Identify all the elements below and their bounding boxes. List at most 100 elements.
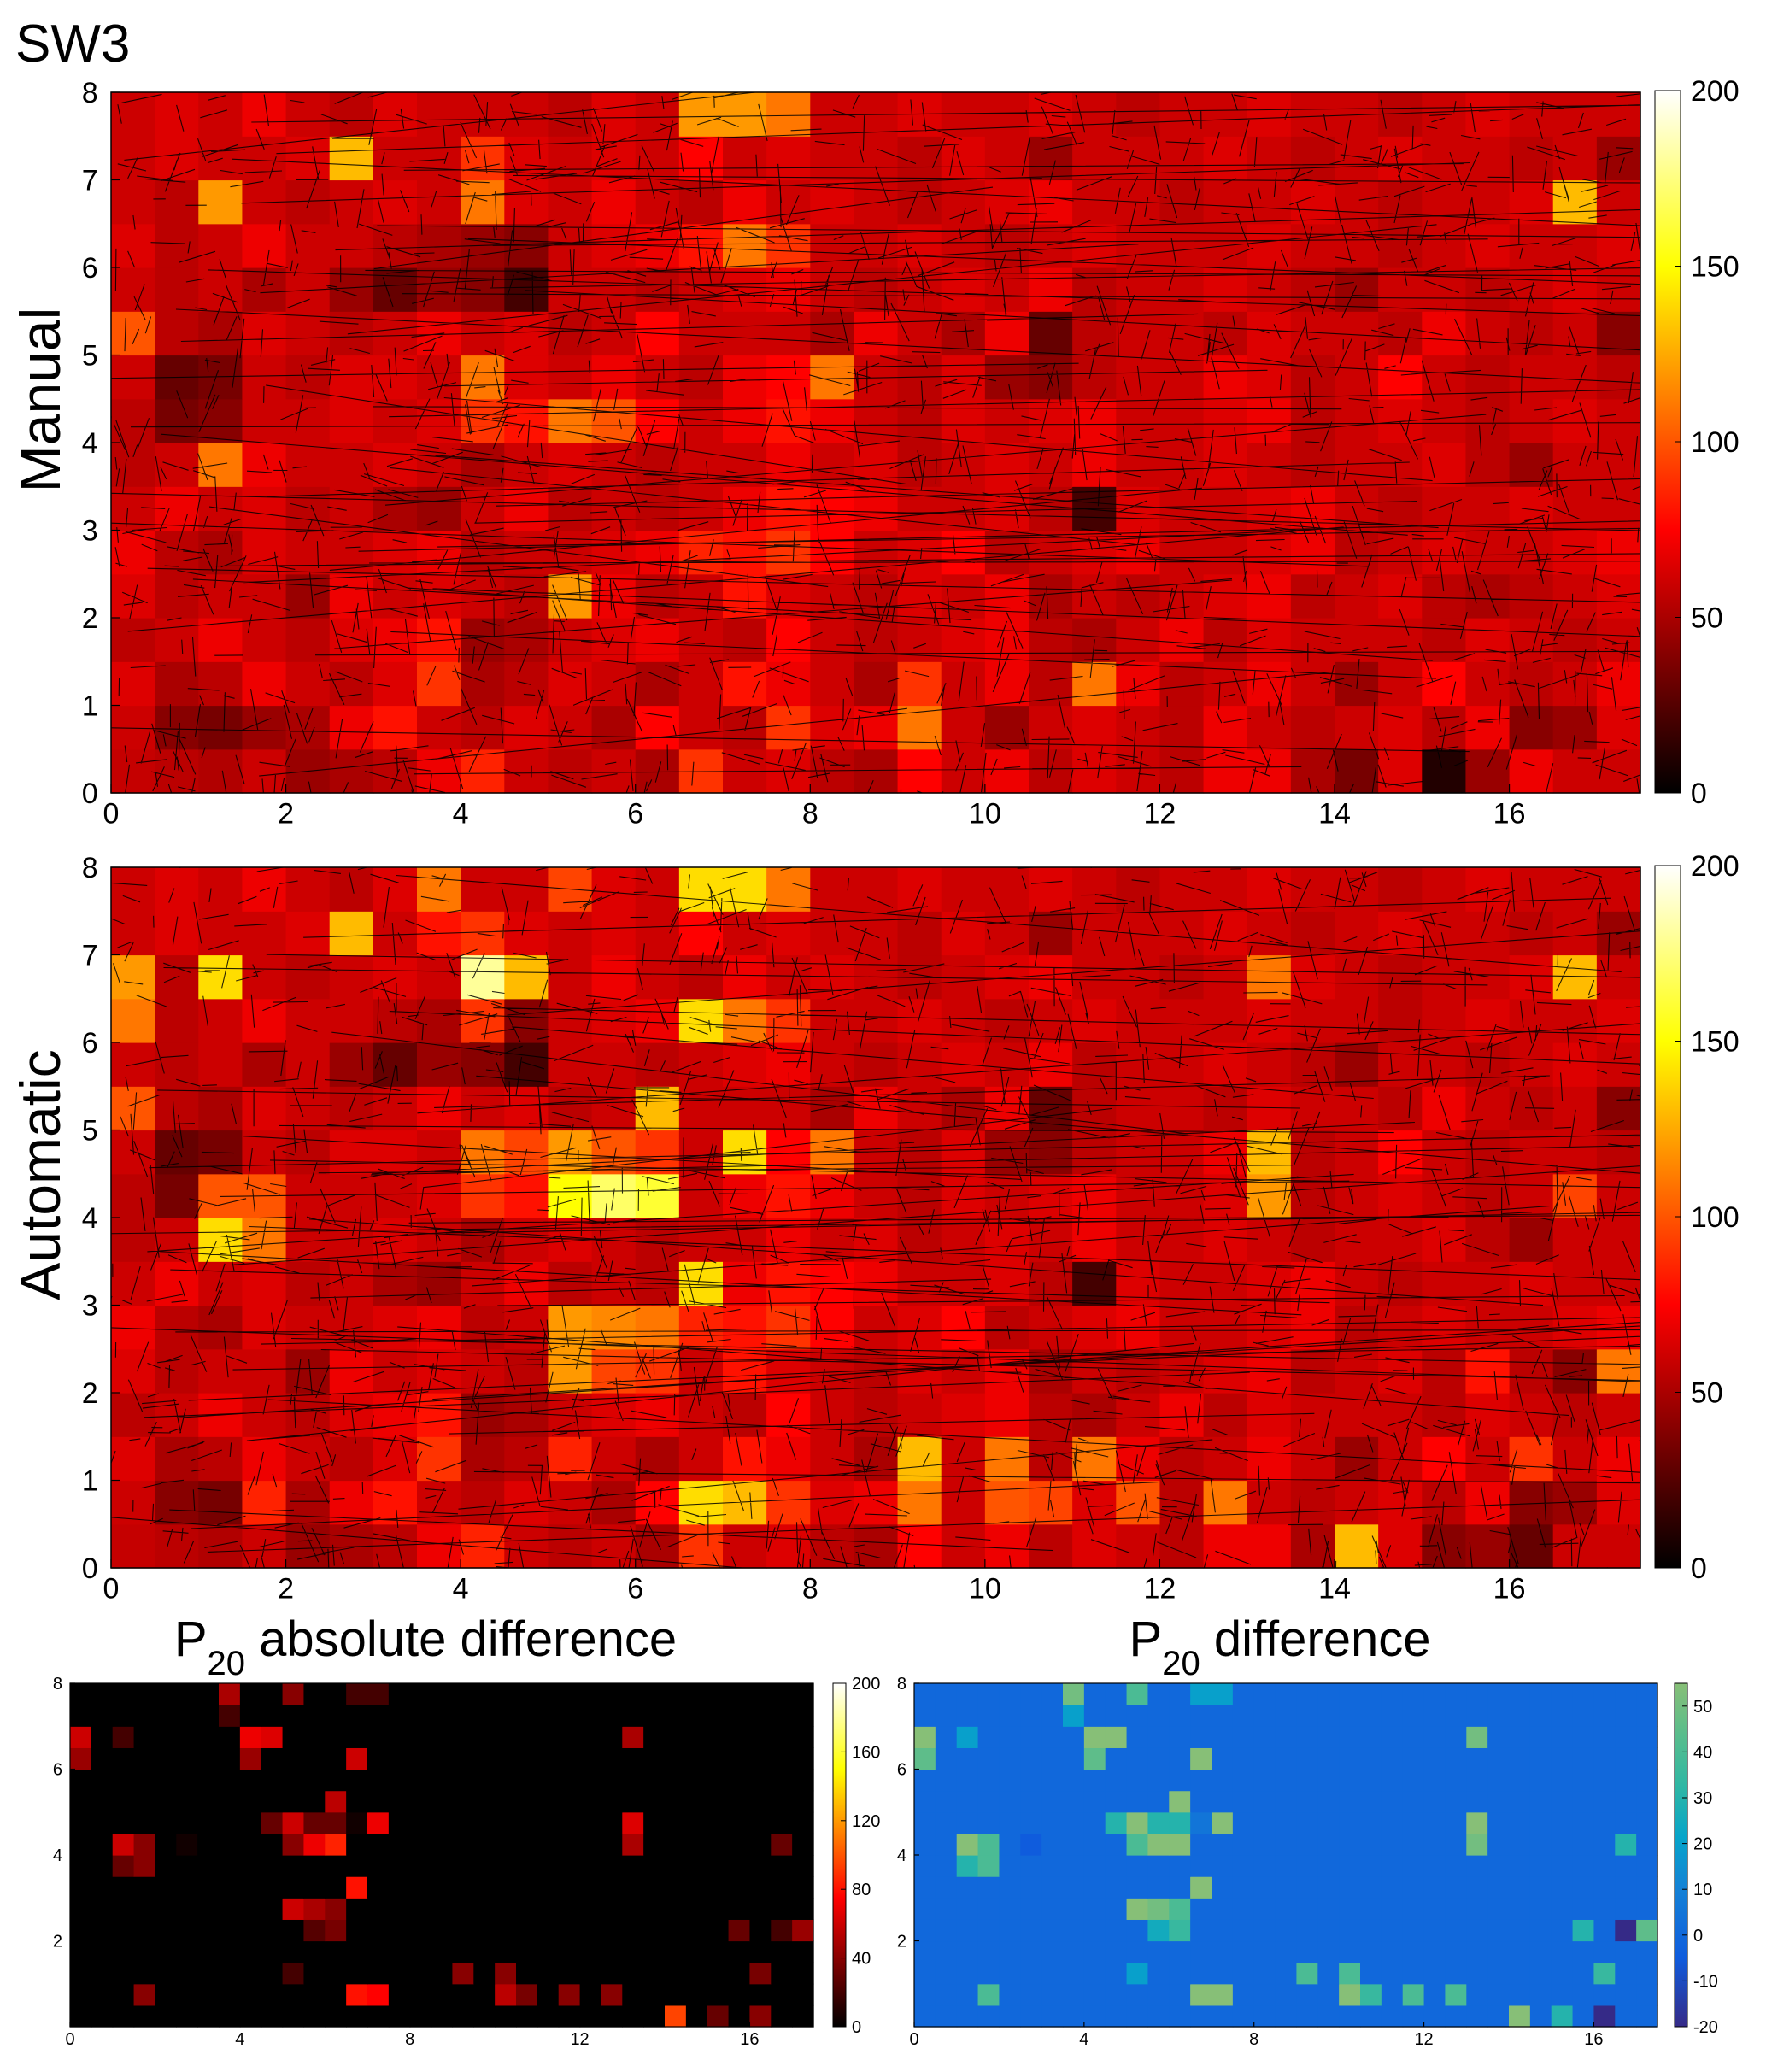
heatmap-cell — [461, 911, 505, 956]
heatmap-cell — [1041, 1876, 1064, 1899]
heatmap-cell — [325, 1705, 347, 1727]
heatmap-cell — [1636, 2004, 1658, 2028]
heatmap-cell — [239, 1811, 262, 1834]
heatmap-cell — [999, 1705, 1021, 1727]
heatmap-cell — [1466, 2004, 1488, 2028]
heatmap-cell — [956, 1983, 979, 2006]
heatmap-cell — [1105, 1898, 1128, 1920]
heatmap-cell — [1116, 92, 1161, 137]
heatmap-cell — [1335, 954, 1379, 1000]
heatmap-cell — [1072, 136, 1117, 181]
heatmap-cell — [1063, 1811, 1085, 1834]
heatmap-cell — [766, 530, 811, 575]
heatmap-cell — [1615, 1747, 1637, 1770]
heatmap-cell — [133, 1747, 156, 1770]
heatmap-cell — [417, 443, 461, 487]
y-tick-label: 0 — [82, 1553, 98, 1585]
heatmap-cell — [133, 1683, 156, 1705]
heatmap-cell — [155, 92, 199, 137]
heatmap-cell — [1335, 179, 1379, 225]
heatmap-cell — [303, 1683, 326, 1705]
heatmap-cell — [197, 1833, 220, 1856]
heatmap-cell — [897, 1042, 942, 1087]
heatmap-cell — [111, 1173, 155, 1218]
heatmap-cell — [1422, 661, 1467, 707]
x-tick-label: 12 — [1144, 798, 1176, 831]
heatmap-cell — [792, 1876, 814, 1899]
heatmap-cell — [242, 954, 287, 1000]
heatmap-cell — [1381, 1811, 1404, 1834]
heatmap-cell — [1159, 1130, 1205, 1175]
heatmap-cell — [579, 1747, 602, 1770]
heatmap-cell — [999, 1833, 1021, 1856]
heatmap-cell — [1105, 1726, 1128, 1748]
heatmap-cell — [1147, 1898, 1170, 1920]
heatmap-cell — [111, 748, 155, 794]
heatmap-cell — [591, 1348, 637, 1394]
heatmap-cell — [285, 136, 331, 181]
heatmap-cell — [935, 1983, 958, 2006]
heatmap-cell — [1339, 1983, 1361, 2006]
heatmap-cell — [409, 1983, 432, 2006]
heatmap-cell — [176, 1705, 198, 1727]
heatmap-cell — [558, 1940, 581, 1963]
heatmap-cell — [1402, 1769, 1425, 1792]
heatmap-cell — [461, 618, 505, 662]
heatmap-cell — [1381, 1940, 1404, 1963]
heatmap-cell — [1116, 867, 1161, 912]
heatmap-cell — [452, 1983, 474, 2006]
heatmap-cell — [678, 530, 724, 575]
heatmap-cell — [1636, 1705, 1658, 1727]
heatmap-cell — [956, 1683, 979, 1705]
x-tick-label: 12 — [1144, 1573, 1176, 1605]
heatmap-cell — [1529, 1769, 1552, 1792]
heatmap-cell — [325, 2004, 347, 2028]
heatmap-cell — [155, 1833, 177, 1856]
heatmap-cell — [1445, 1898, 1467, 1920]
heatmap-cell — [914, 1876, 936, 1899]
heatmap-cell — [1378, 1261, 1423, 1306]
heatmap-cell — [176, 1898, 198, 1920]
heatmap-cell — [897, 179, 942, 225]
heatmap-cell — [548, 1042, 593, 1087]
heatmap-cell — [1116, 1086, 1161, 1131]
heatmap-cell — [285, 1348, 331, 1394]
heatmap-cell — [548, 705, 593, 750]
heatmap-cell — [1126, 1855, 1149, 1877]
heatmap-cell — [792, 1855, 814, 1877]
heatmap-cell — [935, 1962, 958, 1985]
heatmap-cell — [1378, 618, 1423, 662]
heatmap-cell — [1296, 1747, 1318, 1770]
heatmap-cell — [678, 311, 724, 356]
heatmap-cell — [1423, 1769, 1446, 1792]
heatmap-cell — [373, 1130, 418, 1175]
heatmap-cell — [1360, 1940, 1382, 1963]
heatmap-cell — [285, 1261, 331, 1306]
heatmap-cell — [1423, 1898, 1446, 1920]
heatmap-cell — [1402, 1811, 1425, 1834]
heatmap-cell — [1203, 1523, 1248, 1569]
heatmap-cell — [303, 1833, 326, 1856]
heatmap-cell — [1253, 1962, 1276, 1985]
heatmap-cell — [558, 2004, 581, 2028]
heatmap-cell — [665, 1683, 687, 1705]
heatmap-cell — [1596, 1218, 1641, 1262]
heatmap-cell — [792, 1919, 814, 1942]
heatmap-cell — [1339, 1790, 1361, 1813]
heatmap-cell — [999, 1962, 1021, 1985]
heatmap-cell — [176, 1919, 198, 1942]
heatmap-cell — [601, 1769, 623, 1792]
heatmap-cell — [810, 398, 855, 443]
heatmap-cell — [914, 1898, 936, 1920]
heatmap-cell — [1487, 2004, 1510, 2028]
heatmap-cell — [1423, 1747, 1446, 1770]
heatmap-cell — [1552, 443, 1598, 487]
heatmap-cell — [635, 1042, 680, 1087]
heatmap-cell — [766, 1086, 811, 1131]
heatmap-cell — [219, 1919, 241, 1942]
heatmap-cell — [1466, 1683, 1488, 1705]
heatmap-cell — [537, 1747, 560, 1770]
heatmap-cell — [1509, 1919, 1531, 1942]
heatmap-cell — [601, 1983, 623, 2006]
heatmap-cell — [1253, 1790, 1276, 1813]
